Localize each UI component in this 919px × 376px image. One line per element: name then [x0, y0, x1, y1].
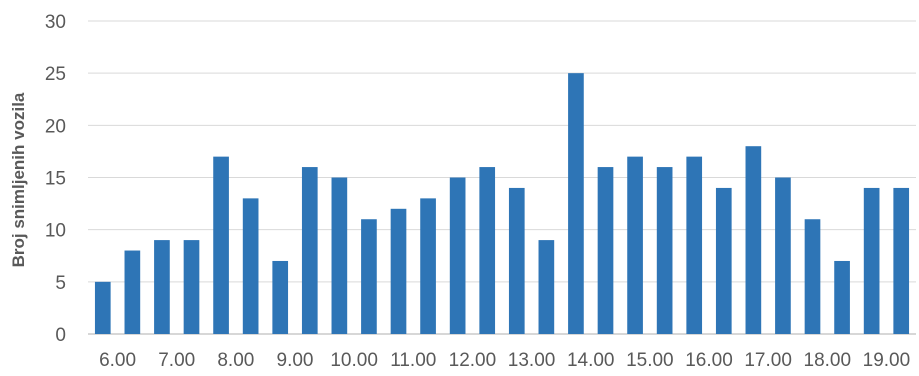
x-tick-label: 8.00 [217, 350, 254, 371]
x-tick-label: 15.00 [626, 350, 674, 371]
x-tick-label: 6.00 [99, 350, 136, 371]
x-tick-label: 16.00 [685, 350, 733, 371]
bar [154, 240, 170, 334]
gridlines [88, 20, 916, 335]
bar [331, 177, 348, 334]
x-tick-label: 13.00 [508, 350, 556, 371]
y-tick-label: 5 [55, 273, 66, 294]
x-tick-label: 12.00 [449, 350, 497, 371]
bar [94, 281, 111, 334]
x-axis-ticks: 6.00 7.00 8.00 9.00 10.00 11.00 12.00 13.00 14.0… [99, 350, 910, 371]
bar [627, 156, 643, 334]
bar [715, 187, 732, 334]
bar [538, 240, 555, 334]
y-tick-label: 0 [55, 325, 66, 346]
y-tick-label: 20 [45, 116, 66, 137]
bar [390, 208, 407, 334]
y-axis-title: Broj snimljenih vozila [9, 92, 28, 267]
bar [834, 260, 850, 334]
bar [301, 167, 318, 334]
x-tick-label: 9.00 [277, 350, 314, 371]
bar [686, 156, 703, 334]
bar [420, 198, 436, 334]
x-tick-label: 17.00 [744, 350, 792, 371]
bars [94, 73, 910, 335]
y-tick-label: 15 [45, 169, 66, 190]
bar [745, 146, 762, 334]
x-tick-label: 14.00 [567, 350, 615, 371]
y-tick-label: 25 [45, 64, 66, 85]
bar [568, 73, 584, 335]
y-axis-ticks: 0 5 10 15 20 25 30 [45, 12, 66, 346]
y-tick-label: 10 [45, 221, 66, 242]
x-tick-label: 18.00 [804, 350, 852, 371]
bar [775, 177, 791, 334]
bar [272, 260, 289, 334]
bar [656, 167, 673, 334]
bar [597, 167, 614, 334]
bar [508, 187, 525, 334]
bar [361, 219, 377, 334]
bar [449, 177, 466, 334]
bar [479, 167, 496, 334]
x-tick-label: 7.00 [158, 350, 195, 371]
bar [242, 198, 259, 334]
bar [124, 250, 141, 334]
bar [893, 187, 910, 334]
y-tick-label: 30 [45, 12, 66, 33]
x-tick-label: 11.00 [390, 350, 436, 371]
bar [213, 156, 229, 334]
bar [183, 240, 200, 334]
x-tick-label: 19.00 [863, 350, 911, 371]
bar [863, 187, 880, 334]
x-tick-label: 10.00 [330, 350, 378, 371]
bar [804, 219, 821, 334]
